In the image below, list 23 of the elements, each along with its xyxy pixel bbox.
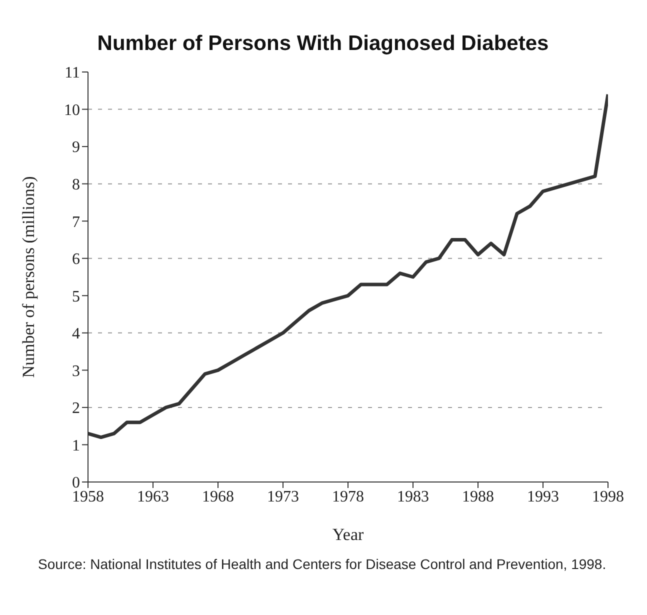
y-tick-label: 7 <box>72 214 80 231</box>
x-tick-label: 1968 <box>202 488 234 506</box>
x-tick-label: 1988 <box>462 488 494 506</box>
x-tick-label: 1998 <box>592 488 624 506</box>
y-tick-label: 10 <box>64 102 80 119</box>
y-tick-label: 2 <box>72 400 80 418</box>
x-tick-label: 1993 <box>527 488 559 506</box>
y-axis-title: Number of persons (millions) <box>19 176 38 378</box>
y-tick-label: 1 <box>72 437 80 454</box>
x-tick-label: 1983 <box>397 488 429 506</box>
y-tick-label: 6 <box>72 251 80 268</box>
source-note: Source: National Institutes of Health and Centers for Disease Control and Prevention, 1998. <box>38 556 608 572</box>
x-tick-label: 1978 <box>332 488 364 506</box>
chart-title: Number of Persons With Diagnosed Diabetes <box>96 32 550 56</box>
y-tick-label: 3 <box>72 362 80 380</box>
y-tick-label: 4 <box>72 326 80 343</box>
y-tick-label: 5 <box>72 288 80 306</box>
y-tick-label: 8 <box>72 176 80 194</box>
x-axis-title: Year <box>332 525 364 544</box>
y-tick-label: 11 <box>64 64 80 82</box>
y-tick-label: 9 <box>72 139 80 156</box>
x-tick-label: 1963 <box>137 488 169 506</box>
x-tick-label: 1973 <box>267 488 299 506</box>
